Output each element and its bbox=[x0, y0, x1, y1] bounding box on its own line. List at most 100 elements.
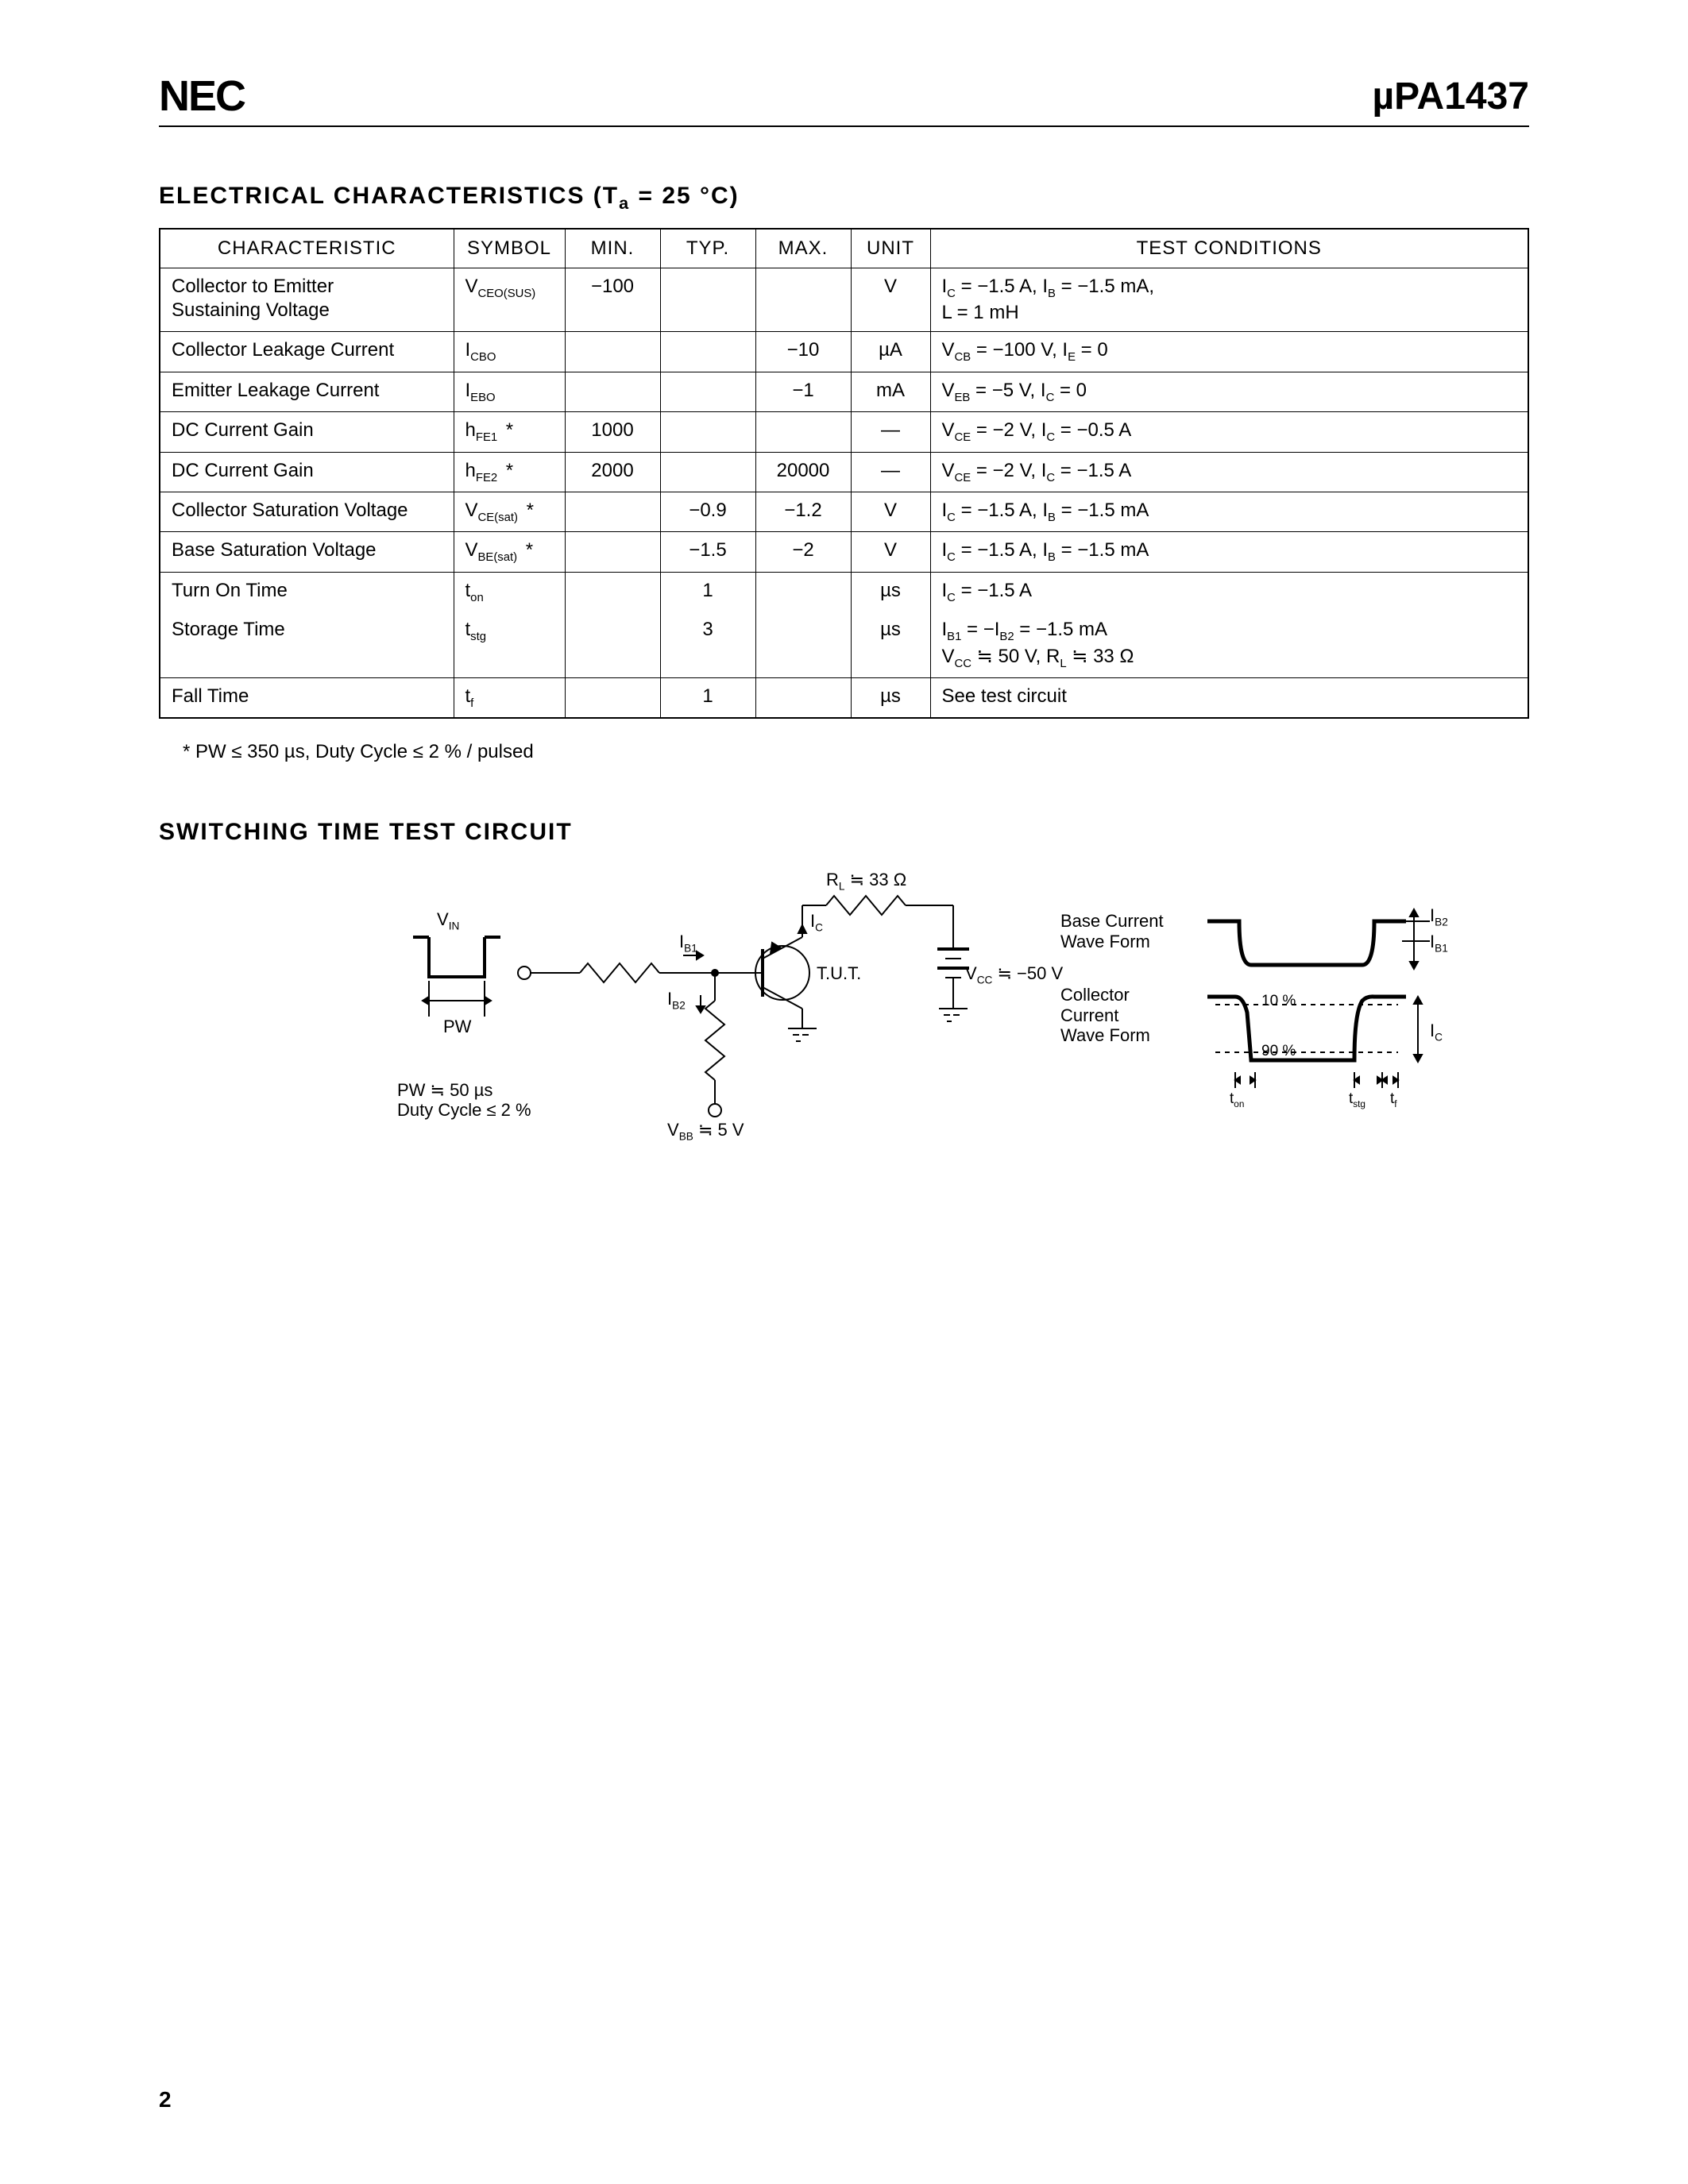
table-cell: µs bbox=[851, 572, 930, 612]
table-cell bbox=[660, 268, 755, 332]
table-cell: Turn On Time bbox=[160, 572, 454, 612]
label-ib2-wf: IB2 bbox=[1430, 905, 1448, 928]
table-cell bbox=[565, 372, 660, 411]
table-cell: µs bbox=[851, 612, 930, 677]
table-cell: 1 bbox=[660, 572, 755, 612]
table-cell: −10 bbox=[755, 332, 851, 372]
table-cell: V bbox=[851, 532, 930, 572]
table-cell: VCEO(SUS) bbox=[454, 268, 565, 332]
table-row: Collector Leakage CurrentICBO−10µAVCB = … bbox=[160, 332, 1528, 372]
label-vcc: VCC ≒ −50 V bbox=[965, 963, 1063, 986]
nec-logo: NEC bbox=[159, 71, 245, 121]
label-pw: PW bbox=[443, 1017, 471, 1037]
table-cell: Emitter Leakage Current bbox=[160, 372, 454, 411]
label-tut: T.U.T. bbox=[817, 963, 861, 984]
table-cell: 1 bbox=[660, 677, 755, 718]
table-cell: IB1 = −IB2 = −1.5 mAVCC ≒ 50 V, RL ≒ 33 … bbox=[930, 612, 1528, 677]
table-cell: 20000 bbox=[755, 452, 851, 492]
table-cell: IC = −1.5 A bbox=[930, 572, 1528, 612]
label-10pct: 10 % bbox=[1261, 993, 1296, 1010]
table-cell bbox=[565, 492, 660, 531]
section-title-electrical: ELECTRICAL CHARACTERISTICS (Ta = 25 °C) bbox=[159, 183, 1529, 214]
table-row: Emitter Leakage CurrentIEBO−1mAVEB = −5 … bbox=[160, 372, 1528, 411]
table-cell bbox=[755, 412, 851, 452]
table-cell: DC Current Gain bbox=[160, 452, 454, 492]
table-footnote: * PW ≤ 350 µs, Duty Cycle ≤ 2 % / pulsed bbox=[183, 741, 1529, 763]
table-cell: Base Saturation Voltage bbox=[160, 532, 454, 572]
col-conditions: TEST CONDITIONS bbox=[930, 229, 1528, 268]
table-cell bbox=[755, 677, 851, 718]
label-90pct: 90 % bbox=[1261, 1043, 1296, 1060]
table-cell: Collector Leakage Current bbox=[160, 332, 454, 372]
table-row: Collector Saturation VoltageVCE(sat)*−0.… bbox=[160, 492, 1528, 531]
table-cell: VCE = −2 V, IC = −0.5 A bbox=[930, 412, 1528, 452]
col-max: MAX. bbox=[755, 229, 851, 268]
table-cell: tf bbox=[454, 677, 565, 718]
table-cell: — bbox=[851, 452, 930, 492]
section-title-switching: SWITCHING TIME TEST CIRCUIT bbox=[159, 819, 1529, 846]
table-row: Fall Timetf1µsSee test circuit bbox=[160, 677, 1528, 718]
table-cell: ICBO bbox=[454, 332, 565, 372]
table-row: Collector to EmitterSustaining VoltageVC… bbox=[160, 268, 1528, 332]
table-cell: −1.5 bbox=[660, 532, 755, 572]
table-cell bbox=[755, 612, 851, 677]
label-rl: RL ≒ 33 Ω bbox=[826, 870, 906, 892]
table-cell bbox=[565, 572, 660, 612]
part-number: µPA1437 bbox=[1372, 75, 1529, 118]
label-pw-note2: Duty Cycle ≤ 2 % bbox=[397, 1100, 531, 1121]
col-typ: TYP. bbox=[660, 229, 755, 268]
table-cell bbox=[660, 372, 755, 411]
switching-circuit-diagram: VIN PW PW ≒ 50 µs Duty Cycle ≤ 2 % RL ≒ … bbox=[159, 862, 1525, 1195]
table-cell: VCB = −100 V, IE = 0 bbox=[930, 332, 1528, 372]
table-cell: Collector Saturation Voltage bbox=[160, 492, 454, 531]
label-collector-waveform: CollectorCurrentWave Form bbox=[1060, 985, 1150, 1045]
table-cell: hFE1* bbox=[454, 412, 565, 452]
table-row: Turn On Timeton 1 µsIC = −1.5 A bbox=[160, 572, 1528, 612]
table-cell bbox=[565, 332, 660, 372]
table-cell: −0.9 bbox=[660, 492, 755, 531]
table-cell: 3 bbox=[660, 612, 755, 677]
table-cell: See test circuit bbox=[930, 677, 1528, 718]
table-header-row: CHARACTERISTIC SYMBOL MIN. TYP. MAX. UNI… bbox=[160, 229, 1528, 268]
table-cell: IC = −1.5 A, IB = −1.5 mA bbox=[930, 492, 1528, 531]
label-ib1-wf: IB1 bbox=[1430, 932, 1448, 954]
table-cell: −1 bbox=[755, 372, 851, 411]
table-cell: −100 bbox=[565, 268, 660, 332]
table-cell: tstg bbox=[454, 612, 565, 677]
table-cell: Fall Time bbox=[160, 677, 454, 718]
page-header: NEC µPA1437 bbox=[159, 71, 1529, 127]
table-cell: Collector to EmitterSustaining Voltage bbox=[160, 268, 454, 332]
table-row: DC Current GainhFE1*1000—VCE = −2 V, IC … bbox=[160, 412, 1528, 452]
label-ic: IC bbox=[810, 911, 823, 933]
table-cell: IC = −1.5 A, IB = −1.5 mA bbox=[930, 532, 1528, 572]
table-cell: V bbox=[851, 492, 930, 531]
label-base-waveform: Base CurrentWave Form bbox=[1060, 911, 1164, 951]
table-cell: −2 bbox=[755, 532, 851, 572]
label-ton: ton bbox=[1230, 1090, 1244, 1109]
label-ib1: IB1 bbox=[679, 932, 697, 954]
table-cell: ton bbox=[454, 572, 565, 612]
characteristics-table: CHARACTERISTIC SYMBOL MIN. TYP. MAX. UNI… bbox=[159, 228, 1529, 719]
table-cell bbox=[755, 268, 851, 332]
table-cell: Storage Time bbox=[160, 612, 454, 677]
table-cell: DC Current Gain bbox=[160, 412, 454, 452]
table-cell bbox=[565, 532, 660, 572]
table-cell bbox=[755, 572, 851, 612]
table-cell: VCE = −2 V, IC = −1.5 A bbox=[930, 452, 1528, 492]
col-min: MIN. bbox=[565, 229, 660, 268]
table-cell bbox=[660, 452, 755, 492]
col-characteristic: CHARACTERISTIC bbox=[160, 229, 454, 268]
label-vin: VIN bbox=[437, 909, 459, 932]
table-cell bbox=[565, 612, 660, 677]
table-row: DC Current GainhFE2*200020000—VCE = −2 V… bbox=[160, 452, 1528, 492]
table-cell: VEB = −5 V, IC = 0 bbox=[930, 372, 1528, 411]
table-cell: — bbox=[851, 412, 930, 452]
table-cell: IC = −1.5 A, IB = −1.5 mA,L = 1 mH bbox=[930, 268, 1528, 332]
table-cell: hFE2* bbox=[454, 452, 565, 492]
table-row: Storage Timetstg 3 µsIB1 = −IB2 = −1.5 mAV… bbox=[160, 612, 1528, 677]
table-cell: −1.2 bbox=[755, 492, 851, 531]
col-symbol: SYMBOL bbox=[454, 229, 565, 268]
page-number: 2 bbox=[159, 2087, 172, 2113]
table-cell: IEBO bbox=[454, 372, 565, 411]
table-cell bbox=[565, 677, 660, 718]
